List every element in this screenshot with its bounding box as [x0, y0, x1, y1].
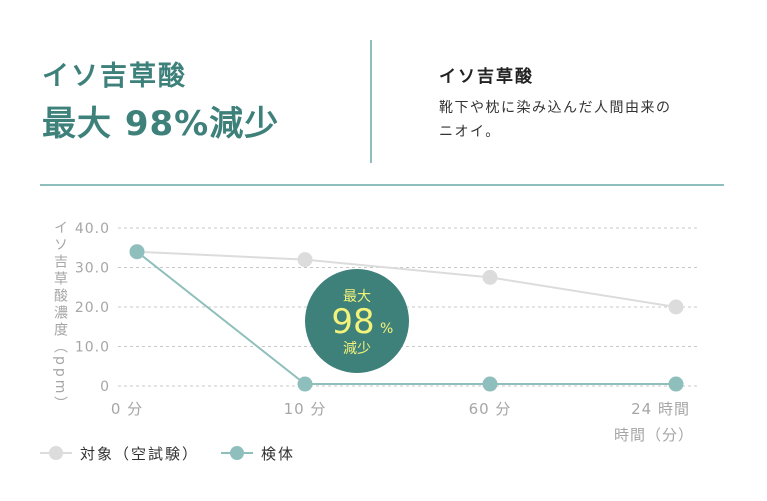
y-tick-label: 10.0	[75, 340, 110, 356]
x-tick-label: 60 分	[469, 400, 512, 418]
badge-unit: %	[380, 321, 393, 337]
data-point	[297, 376, 313, 392]
x-tick-label: 24 時間	[631, 400, 690, 418]
series-line	[136, 250, 677, 308]
y-tick-label: 30.0	[75, 261, 110, 277]
legend-item-sample: 検体	[221, 443, 295, 464]
data-point	[129, 244, 145, 260]
data-point	[297, 252, 313, 268]
y-axis-title: イソ吉草酸濃度（ppm）	[52, 220, 68, 414]
description: 靴下や枕に染み込んだ人間由来のニオイ。	[439, 100, 672, 140]
headline-line1: イソ吉草酸	[42, 61, 187, 92]
data-point	[668, 299, 684, 315]
reduction-badge	[305, 269, 409, 373]
legend-swatch-control	[40, 443, 72, 463]
legend-label-control: 対象（空試験）	[80, 444, 200, 463]
vertical-divider	[370, 40, 372, 163]
y-tick-label: 0	[100, 379, 110, 395]
data-point	[482, 269, 498, 285]
data-point	[482, 376, 498, 392]
headline-line2: 最大 98%減少	[42, 104, 280, 144]
data-point	[668, 376, 684, 392]
y-tick-label: 40.0	[75, 221, 110, 237]
legend-item-control: 対象（空試験）	[40, 443, 199, 464]
series-line	[136, 250, 676, 386]
legend-swatch-sample	[221, 443, 254, 463]
badge-value: 98	[331, 302, 374, 342]
horizontal-divider	[40, 184, 724, 186]
x-tick-label: 10 分	[284, 400, 327, 418]
y-tick-label: 20.0	[75, 300, 110, 316]
x-tick-label: 0 分	[111, 400, 143, 418]
badge-label-bottom: 減少	[343, 340, 371, 357]
sub-title: イソ吉草酸	[439, 67, 534, 87]
badge-label-top: 最大	[343, 289, 371, 305]
legend: 対象（空試験） 検体	[40, 442, 317, 464]
x-axis-title: 時間（分）	[614, 426, 694, 444]
legend-label-sample: 検体	[261, 444, 296, 463]
